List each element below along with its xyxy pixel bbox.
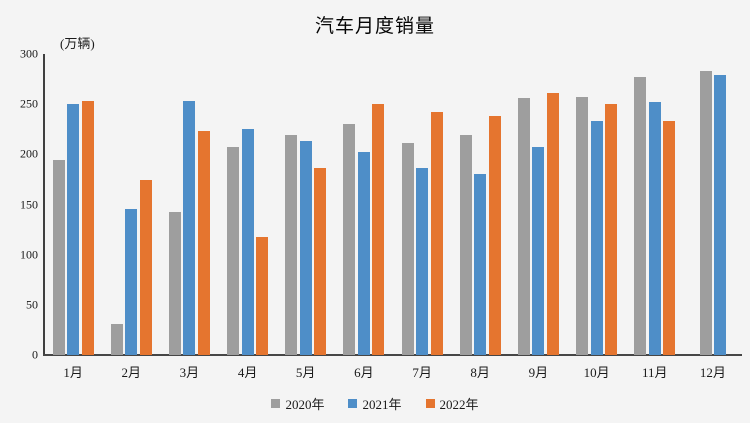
y-tick-label: 100 xyxy=(20,247,38,262)
legend-swatch-icon xyxy=(271,399,281,408)
bar-2022年-10月 xyxy=(605,104,618,355)
bar-2022年-8月 xyxy=(488,116,501,355)
y-tick-label: 50 xyxy=(26,297,38,312)
y-tick-label: 250 xyxy=(20,96,38,111)
legend-label: 2021年 xyxy=(362,397,402,412)
bar-2021年-9月 xyxy=(532,147,545,355)
bar-2020年-4月 xyxy=(227,147,240,355)
x-tick-label: 3月 xyxy=(179,365,200,380)
legend-swatch-icon xyxy=(425,399,435,408)
bar-2021年-4月 xyxy=(241,129,254,356)
x-tick-label: 10月 xyxy=(583,365,610,380)
bar-2022年-2月 xyxy=(139,180,152,355)
bar-2022年-4月 xyxy=(256,236,269,355)
legend-swatch-icon xyxy=(348,399,358,408)
bar-2021年-2月 xyxy=(125,208,138,355)
bar-2020年-5月 xyxy=(285,135,298,355)
legend: 2020年 2021年 2022年 xyxy=(0,394,750,413)
chart-title: 汽车月度销量 xyxy=(314,16,435,37)
bar-2021年-3月 xyxy=(183,101,196,355)
bar-2022年-1月 xyxy=(81,101,94,355)
bar-2020年-11月 xyxy=(634,77,647,355)
x-tick-label: 2月 xyxy=(121,365,142,380)
y-axis-unit-label: (万辆) xyxy=(60,36,95,51)
bar-2020年-8月 xyxy=(459,135,472,355)
bar-2022年-9月 xyxy=(546,93,559,355)
bar-2021年-7月 xyxy=(416,168,429,355)
x-tick-label: 4月 xyxy=(237,365,258,380)
bar-2022年-3月 xyxy=(197,131,210,355)
bar-2020年-6月 xyxy=(343,124,356,355)
y-tick-label: 150 xyxy=(20,197,38,211)
bar-2021年-6月 xyxy=(357,152,370,355)
bar-2022年-6月 xyxy=(372,104,385,355)
x-axis-line xyxy=(43,354,742,356)
legend-item-2021年: 2021年 xyxy=(348,394,402,413)
bar-2020年-2月 xyxy=(110,323,123,355)
bar-2021年-11月 xyxy=(648,102,661,355)
x-tick-label: 8月 xyxy=(470,365,490,380)
legend-label: 2022年 xyxy=(439,397,479,412)
bar-2021年-5月 xyxy=(299,141,312,355)
y-tick-label: 300 xyxy=(20,46,38,61)
legend-label: 2020年 xyxy=(285,397,325,412)
legend-item-2022年: 2022年 xyxy=(425,394,479,413)
bar-2020年-1月 xyxy=(52,160,65,355)
y-axis-line xyxy=(43,54,45,356)
bar-2022年-5月 xyxy=(314,168,327,355)
bar-2021年-12月 xyxy=(714,75,727,355)
bar-2021年-8月 xyxy=(474,174,487,355)
bar-2020年-12月 xyxy=(699,71,712,355)
bar-2022年-11月 xyxy=(663,121,676,355)
legend-item-2020年: 2020年 xyxy=(271,394,324,413)
x-tick-label: 5月 xyxy=(295,365,316,380)
bar-2020年-9月 xyxy=(517,98,530,355)
y-tick-label: 0 xyxy=(32,347,38,362)
bar-2021年-1月 xyxy=(67,104,80,355)
x-tick-label: 6月 xyxy=(354,365,374,380)
x-tick-label: 1月 xyxy=(63,365,83,380)
x-tick-label: 12月 xyxy=(699,365,726,380)
x-tick-label: 11月 xyxy=(642,365,668,380)
y-tick-label: 200 xyxy=(20,146,38,161)
x-tick-label: 9月 xyxy=(528,365,549,380)
bar-2020年-10月 xyxy=(576,97,589,355)
bar-2020年-3月 xyxy=(168,211,181,355)
bar-2021年-10月 xyxy=(590,121,603,355)
bar-2022年-7月 xyxy=(430,112,443,355)
x-tick-label: 7月 xyxy=(412,365,432,380)
bar-2020年-7月 xyxy=(401,143,414,355)
